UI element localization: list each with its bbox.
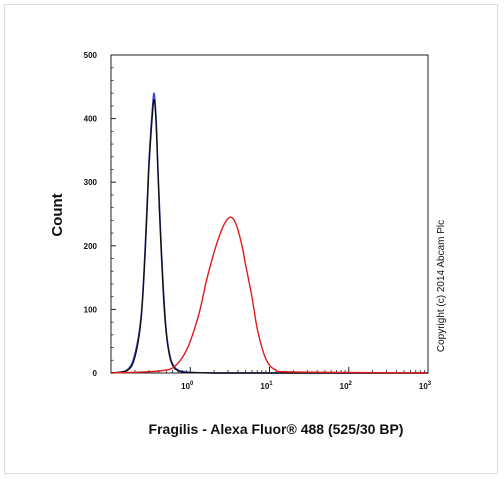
x-tick-exponent: 0 [190,381,194,387]
histogram-series-0 [110,92,428,374]
y-axis: 0 100 200 300 400 500 [84,51,116,378]
histogram-series-2 [110,216,429,374]
x-tick-base: 10 [260,382,269,391]
x-tick-label: 102 [340,381,353,391]
histogram-series-1 [110,98,428,374]
y-tick-label: 100 [84,305,98,314]
x-tick-base: 10 [181,382,190,391]
y-tick-label: 0 [93,369,98,378]
x-tick-label: 101 [260,381,273,391]
x-axis: 100 101 102 103 [110,367,432,391]
figure-frame [4,4,498,474]
x-tick-base: 10 [340,382,349,391]
y-tick-label: 500 [84,51,98,60]
y-tick-label: 300 [84,178,98,187]
x-tick-label: 100 [181,381,194,391]
x-tick-exponent: 1 [269,381,273,387]
y-tick-label: 200 [84,242,98,251]
plot-area [110,54,429,374]
y-tick-label: 400 [84,115,98,124]
x-tick-exponent: 3 [428,381,432,387]
y-axis-title: Count [49,193,66,236]
copyright-text: Copyright (c) 2014 Abcam Plc [436,220,447,352]
series-layer [110,92,429,374]
x-tick-base: 10 [419,382,428,391]
x-tick-label: 103 [419,381,432,391]
x-axis-title: Fragilis - Alexa Fluor® 488 (525/30 BP) [149,421,404,437]
plot-box [110,54,429,374]
x-tick-exponent: 2 [349,381,353,387]
